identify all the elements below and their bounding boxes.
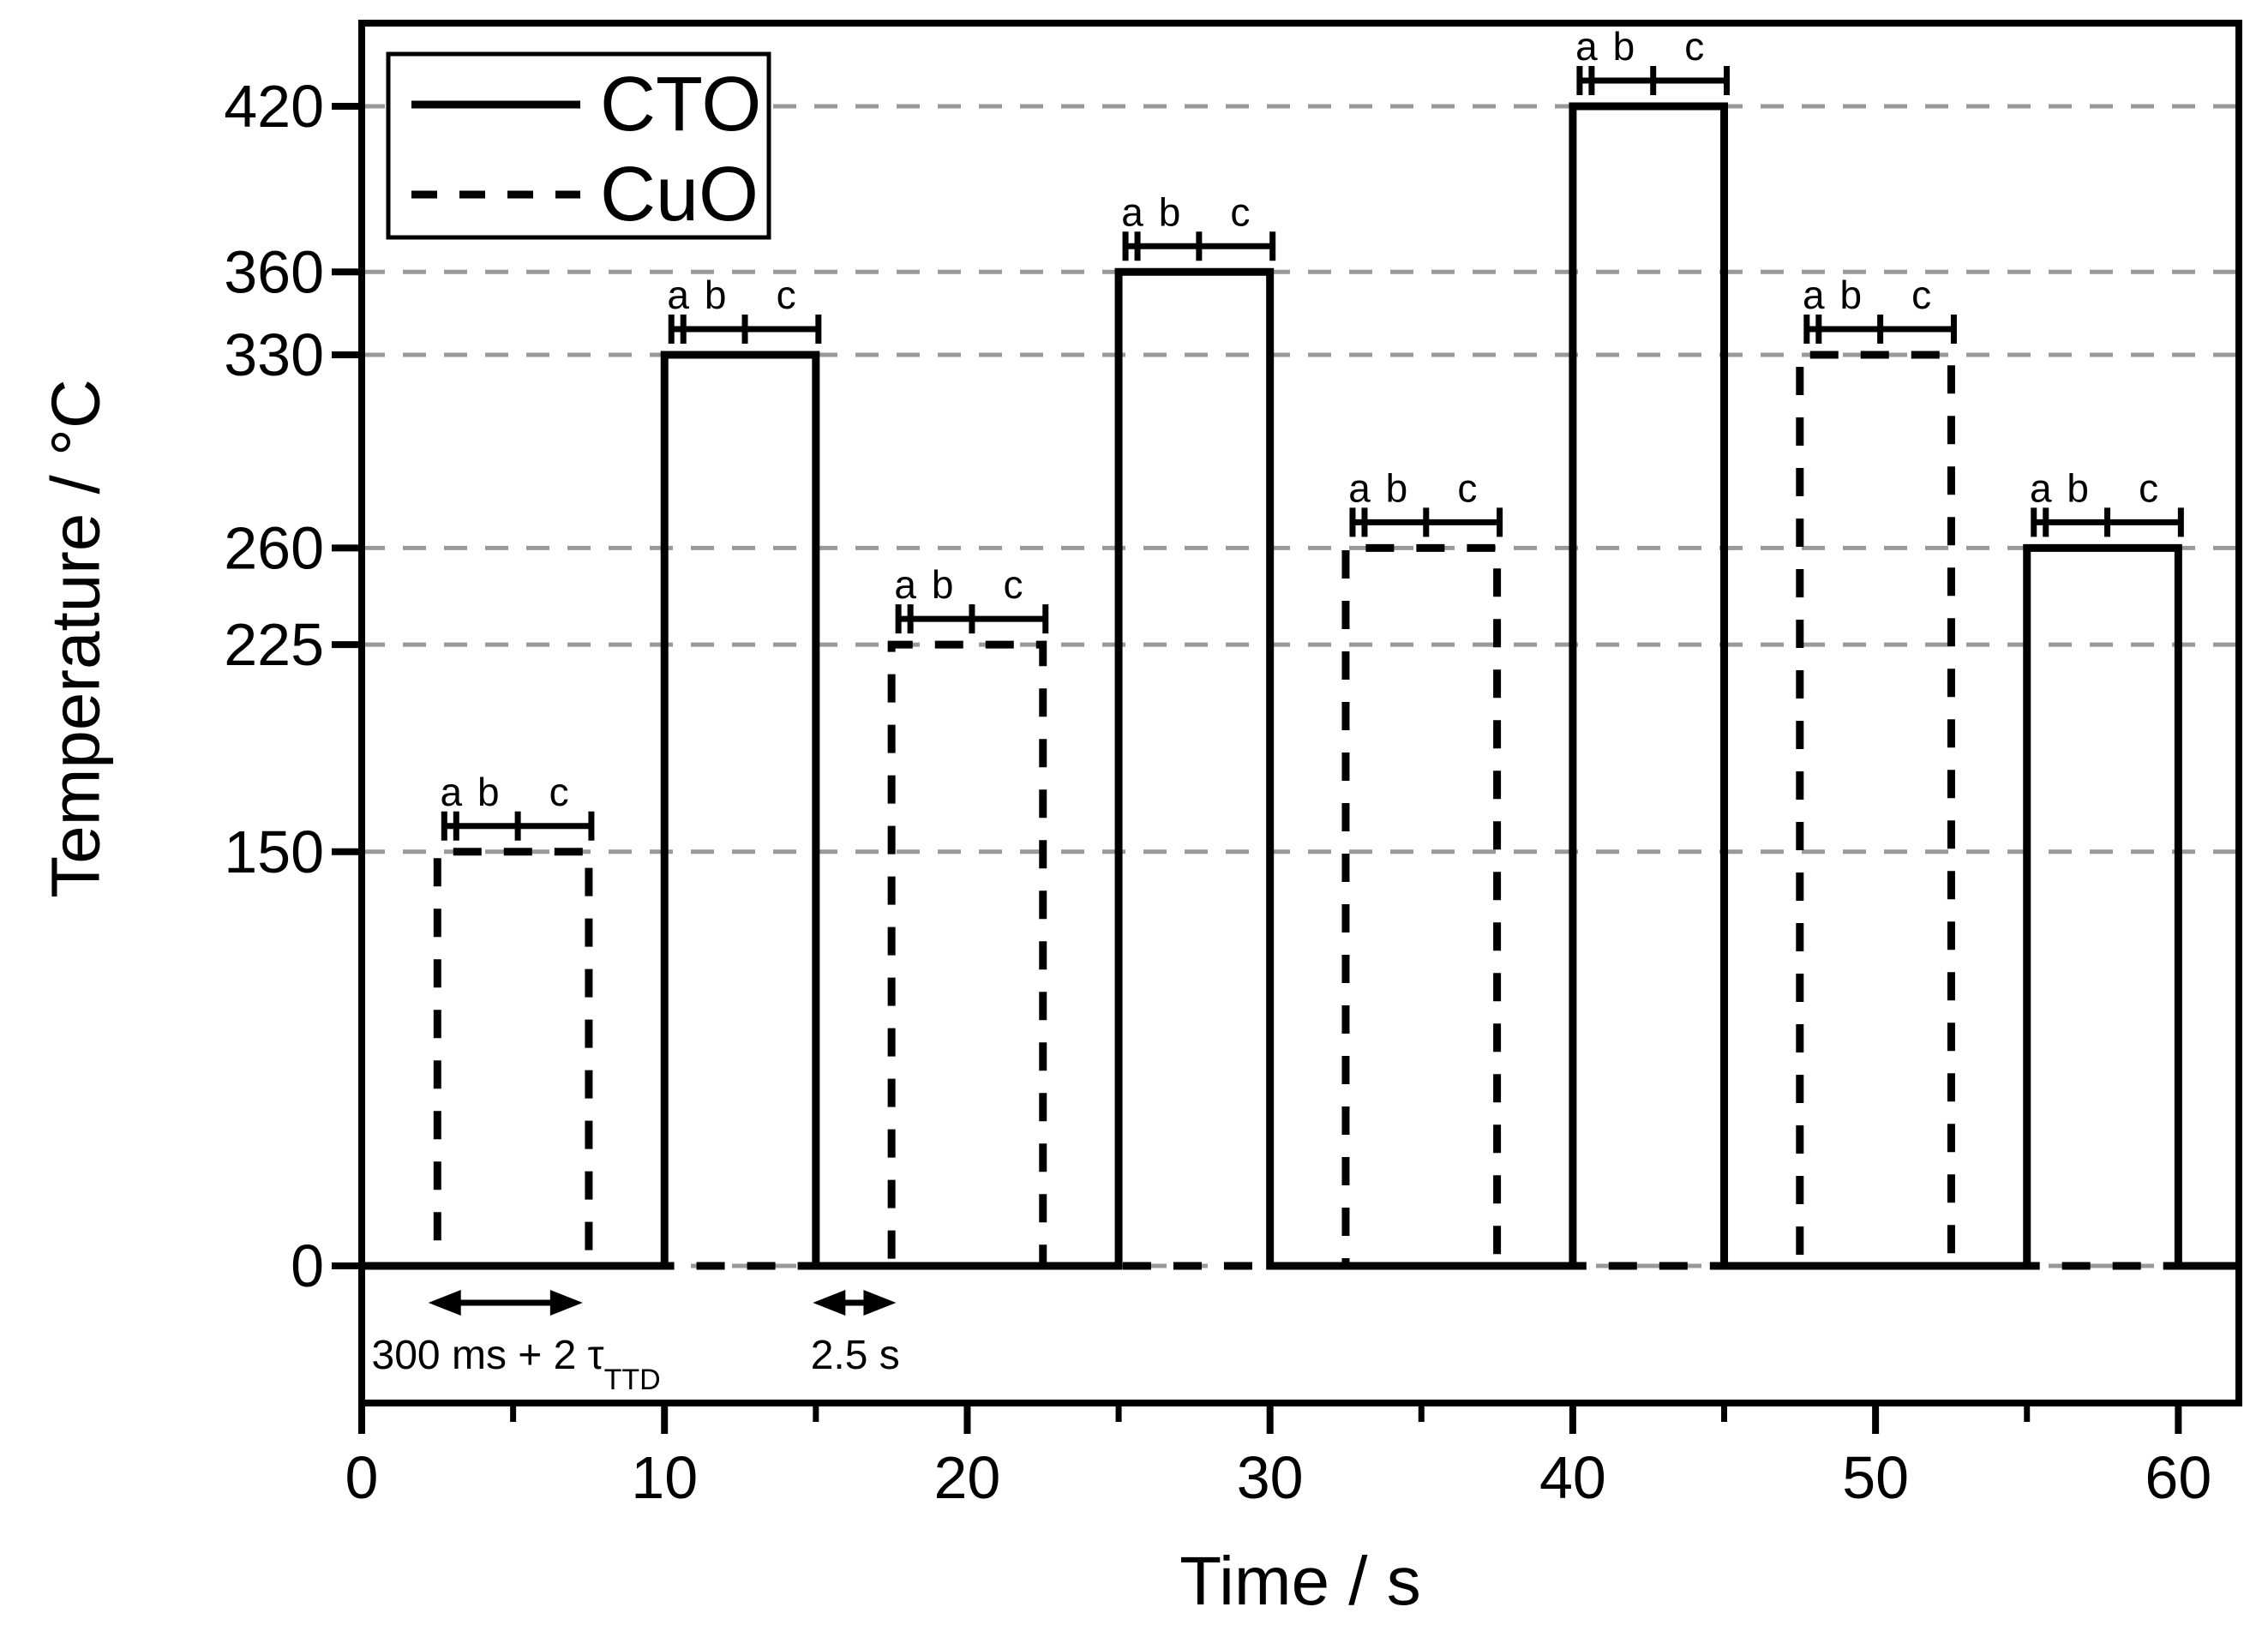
y-axis-title: Temperature / °C	[38, 379, 114, 898]
phase-label-b: b	[932, 562, 954, 607]
legend-label: CTO	[600, 62, 761, 147]
phase-label-c: c	[1684, 24, 1704, 69]
phase-label-a: a	[1803, 273, 1825, 317]
y-tick-label-330: 330	[224, 321, 324, 388]
x-tick-label-50: 50	[1842, 1444, 1909, 1511]
phase-label-a: a	[2030, 465, 2052, 510]
phase-label-c: c	[549, 770, 569, 814]
x-tick-label-40: 40	[1539, 1444, 1606, 1511]
plot-frame	[358, 20, 2242, 1406]
phase-label-c: c	[1230, 189, 1250, 234]
annotation-text: 2.5 s	[811, 1333, 900, 1378]
phase-label-b: b	[1840, 273, 1863, 317]
phase-label-a: a	[894, 562, 916, 607]
phase-label-c: c	[1911, 273, 1931, 317]
arrowhead-left-icon	[813, 1290, 846, 1316]
phase-label-b: b	[477, 770, 500, 814]
x-tick-label-20: 20	[934, 1444, 1001, 1511]
y-tick-label-360: 360	[224, 238, 324, 305]
phase-label-a: a	[1575, 24, 1598, 69]
phase-label-c: c	[1457, 465, 1477, 510]
legend-item-cto: CTO	[411, 62, 761, 147]
phase-label-c: c	[777, 273, 796, 317]
y-tick-label-150: 150	[224, 818, 324, 885]
axes: 0 150 225 260 330 360 420 0 10 20 30 40 50 60 Time / s…	[38, 20, 2242, 1619]
annotation-text: 300 ms + 2 τTTD	[372, 1333, 661, 1396]
arrowhead-left-icon	[428, 1290, 461, 1316]
legend-box	[386, 51, 771, 240]
phase-label-c: c	[2139, 465, 2158, 510]
x-tick-label-0: 0	[345, 1444, 379, 1511]
y-tick-label-260: 260	[224, 514, 324, 581]
gridlines	[362, 104, 2239, 1268]
x-tick-label-10: 10	[631, 1444, 698, 1511]
y-tick-label-0: 0	[291, 1232, 324, 1299]
y-tick-label-420: 420	[224, 73, 324, 140]
phase-label-a: a	[441, 770, 463, 814]
timing-annotations: 300 ms + 2 τTTD 2.5 s	[372, 1290, 900, 1396]
phase-label-b: b	[1386, 465, 1408, 510]
annotation-pulse-duration: 300 ms + 2 τTTD	[372, 1290, 661, 1396]
y-tick-label-225: 225	[224, 611, 324, 678]
annotation-pulse-gap: 2.5 s	[811, 1290, 900, 1378]
phase-brackets: a b ca b ca b ca b ca b ca b ca b ca b c	[441, 24, 2184, 841]
arrowhead-right-icon	[863, 1290, 897, 1316]
arrowhead-right-icon	[549, 1290, 583, 1316]
phase-label-b: b	[2067, 465, 2089, 510]
cto-series-line	[362, 102, 2239, 1270]
legend-label: CuO	[600, 152, 759, 237]
series-lines	[362, 102, 2239, 1270]
x-tick-label-60: 60	[2145, 1444, 2211, 1511]
phase-label-a: a	[1121, 189, 1143, 234]
x-tick-label-30: 30	[1237, 1444, 1304, 1511]
phase-label-a: a	[1348, 465, 1371, 510]
legend-item-cuo: CuO	[411, 152, 759, 237]
phase-label-b: b	[1159, 189, 1181, 234]
x-axis-title: Time / s	[1179, 1543, 1420, 1619]
phase-label-a: a	[667, 273, 689, 317]
phase-label-b: b	[705, 273, 727, 317]
phase-label-b: b	[1613, 24, 1635, 69]
phase-label-c: c	[1004, 562, 1023, 607]
cuo-series-line	[362, 351, 2239, 1270]
